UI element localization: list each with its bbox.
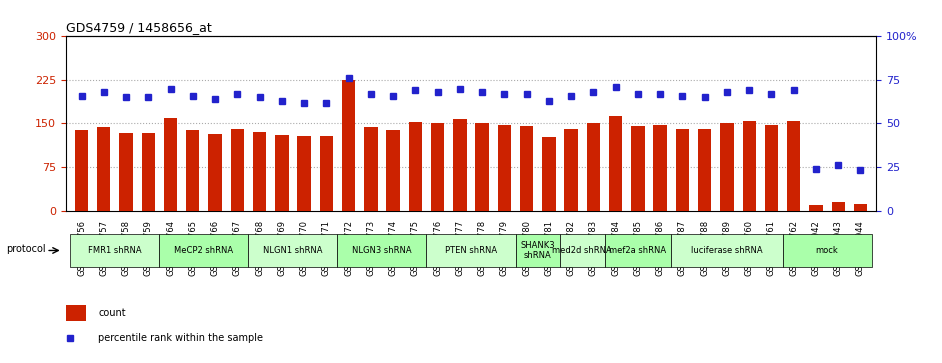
- Bar: [476, 123, 489, 211]
- Bar: [453, 119, 466, 211]
- Text: PTEN shRNA: PTEN shRNA: [445, 246, 497, 255]
- FancyBboxPatch shape: [159, 234, 249, 267]
- Text: SHANK3
shRNA: SHANK3 shRNA: [521, 241, 555, 260]
- Bar: [386, 130, 399, 211]
- Bar: [520, 126, 533, 211]
- Bar: [543, 137, 556, 211]
- Bar: [66, 305, 87, 321]
- Bar: [742, 121, 755, 211]
- Text: NLGN1 shRNA: NLGN1 shRNA: [263, 246, 323, 255]
- Text: mock: mock: [816, 246, 838, 255]
- Text: GDS4759 / 1458656_at: GDS4759 / 1458656_at: [66, 21, 212, 34]
- Text: med2d shRNA: med2d shRNA: [552, 246, 612, 255]
- Bar: [609, 116, 623, 211]
- Bar: [208, 134, 221, 211]
- Text: NLGN3 shRNA: NLGN3 shRNA: [352, 246, 412, 255]
- Bar: [809, 205, 822, 211]
- FancyBboxPatch shape: [71, 234, 159, 267]
- Bar: [587, 123, 600, 211]
- Bar: [275, 135, 288, 211]
- FancyBboxPatch shape: [560, 234, 605, 267]
- Bar: [765, 125, 778, 211]
- FancyBboxPatch shape: [337, 234, 427, 267]
- FancyBboxPatch shape: [427, 234, 515, 267]
- Text: protocol: protocol: [7, 244, 46, 254]
- FancyBboxPatch shape: [605, 234, 672, 267]
- Bar: [654, 125, 667, 211]
- Bar: [631, 126, 644, 211]
- Bar: [721, 123, 734, 211]
- Bar: [74, 130, 89, 211]
- Bar: [164, 118, 177, 211]
- Bar: [787, 121, 801, 211]
- Bar: [298, 136, 311, 211]
- FancyBboxPatch shape: [672, 234, 783, 267]
- Bar: [853, 204, 868, 211]
- Bar: [832, 203, 845, 211]
- Text: count: count: [98, 308, 126, 318]
- FancyBboxPatch shape: [783, 234, 871, 267]
- Bar: [231, 129, 244, 211]
- Bar: [319, 136, 333, 211]
- Text: FMR1 shRNA: FMR1 shRNA: [89, 246, 141, 255]
- Bar: [497, 125, 512, 211]
- Bar: [187, 130, 200, 211]
- Bar: [97, 127, 110, 211]
- Bar: [409, 122, 422, 211]
- Bar: [564, 129, 577, 211]
- Bar: [141, 133, 155, 211]
- Bar: [365, 127, 378, 211]
- Bar: [675, 129, 690, 211]
- Bar: [430, 123, 445, 211]
- Bar: [252, 132, 267, 211]
- Text: mef2a shRNA: mef2a shRNA: [609, 246, 667, 255]
- FancyBboxPatch shape: [515, 234, 560, 267]
- FancyBboxPatch shape: [249, 234, 337, 267]
- Bar: [342, 80, 355, 211]
- Bar: [698, 129, 711, 211]
- Text: luciferase shRNA: luciferase shRNA: [691, 246, 763, 255]
- Text: percentile rank within the sample: percentile rank within the sample: [98, 333, 264, 343]
- Bar: [120, 133, 133, 211]
- Text: MeCP2 shRNA: MeCP2 shRNA: [174, 246, 234, 255]
